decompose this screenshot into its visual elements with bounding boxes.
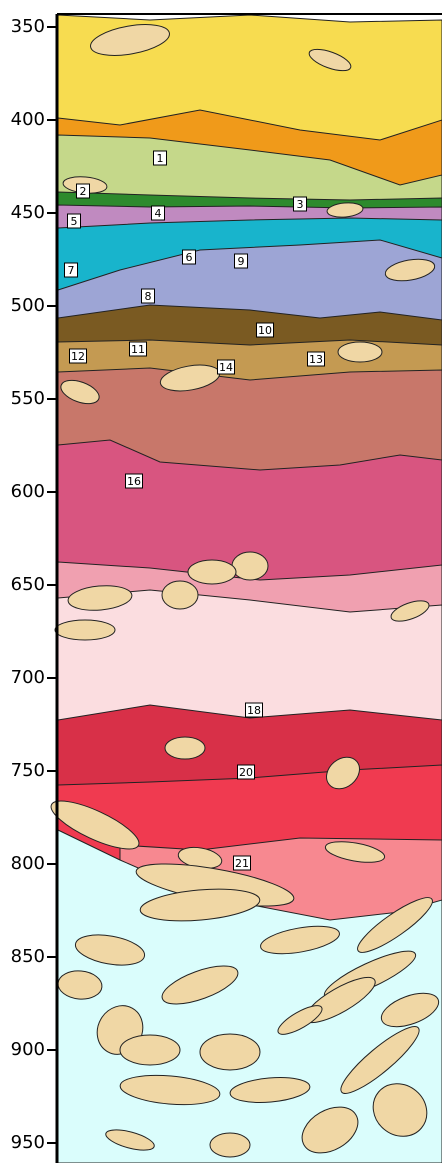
tick-label: 700 <box>11 667 45 688</box>
rock <box>277 1005 323 1035</box>
rock <box>326 202 364 218</box>
rock <box>326 756 360 790</box>
label-box <box>293 196 307 212</box>
label-box <box>256 322 274 338</box>
rock <box>90 24 170 56</box>
tick-label: 600 <box>11 481 45 502</box>
rock <box>390 600 430 622</box>
layer-label: 21 <box>235 857 249 870</box>
rock <box>260 925 340 955</box>
layer-label: 16 <box>127 475 141 488</box>
label-box <box>234 253 248 269</box>
layer-label: 7 <box>68 264 75 277</box>
rock <box>187 559 237 585</box>
rock <box>67 585 133 611</box>
rock <box>231 551 269 581</box>
label-box <box>151 205 165 221</box>
rock <box>301 1106 359 1154</box>
label-box <box>217 359 235 375</box>
tick-label: 750 <box>11 760 45 781</box>
rock <box>209 1132 251 1158</box>
rock <box>380 992 440 1028</box>
layer-label: 14 <box>219 361 233 374</box>
rock <box>372 1083 428 1137</box>
label-box <box>237 764 255 780</box>
rock <box>324 841 386 863</box>
label-box <box>64 262 78 278</box>
rock <box>229 1077 311 1103</box>
rock <box>199 1033 261 1071</box>
rock <box>119 1034 181 1066</box>
tick-label: 400 <box>11 109 45 130</box>
layer-label: 6 <box>186 251 193 264</box>
tick-label: 800 <box>11 853 45 874</box>
rock <box>74 934 146 966</box>
rock <box>161 965 239 1005</box>
layer-label: 12 <box>71 350 85 363</box>
tick-label: 550 <box>11 388 45 409</box>
layer-label: 4 <box>155 207 162 220</box>
rock <box>357 897 433 953</box>
tick-label: 850 <box>11 946 45 967</box>
rock <box>50 800 140 850</box>
rock <box>60 379 100 405</box>
tick-label: 350 <box>11 16 45 37</box>
label-box <box>125 473 143 489</box>
layer-label: 11 <box>131 343 145 356</box>
layer-label: 3 <box>297 198 304 211</box>
tick-label: 650 <box>11 574 45 595</box>
tick-label: 500 <box>11 295 45 316</box>
label-box <box>69 348 87 364</box>
label-box <box>182 249 196 265</box>
layer-label: 10 <box>258 324 272 337</box>
rock <box>164 736 206 760</box>
rock <box>54 619 116 641</box>
layer-label: 18 <box>247 704 261 717</box>
rock <box>340 1026 420 1094</box>
layer-label: 13 <box>309 353 323 366</box>
layer-label: 1 <box>157 152 164 165</box>
rock <box>105 1129 155 1151</box>
rock <box>119 1074 221 1106</box>
label-box <box>153 150 167 166</box>
label-box <box>141 288 155 304</box>
layer-label: 2 <box>80 185 87 198</box>
tick-label: 900 <box>11 1039 45 1060</box>
tick-label: 950 <box>11 1132 45 1153</box>
rock <box>161 580 199 610</box>
label-box <box>245 702 263 718</box>
label-box <box>129 341 147 357</box>
rock <box>384 258 436 282</box>
tick-label: 450 <box>11 202 45 223</box>
label-box <box>307 351 325 367</box>
layer-label: 5 <box>71 215 78 228</box>
label-box <box>76 183 90 199</box>
rock <box>139 888 261 922</box>
layer-label: 20 <box>239 766 253 779</box>
label-box <box>233 855 251 871</box>
rock <box>337 341 383 363</box>
rock <box>308 48 352 72</box>
label-box <box>67 213 81 229</box>
layer-label: 8 <box>145 290 152 303</box>
layer-label: 9 <box>238 255 245 268</box>
